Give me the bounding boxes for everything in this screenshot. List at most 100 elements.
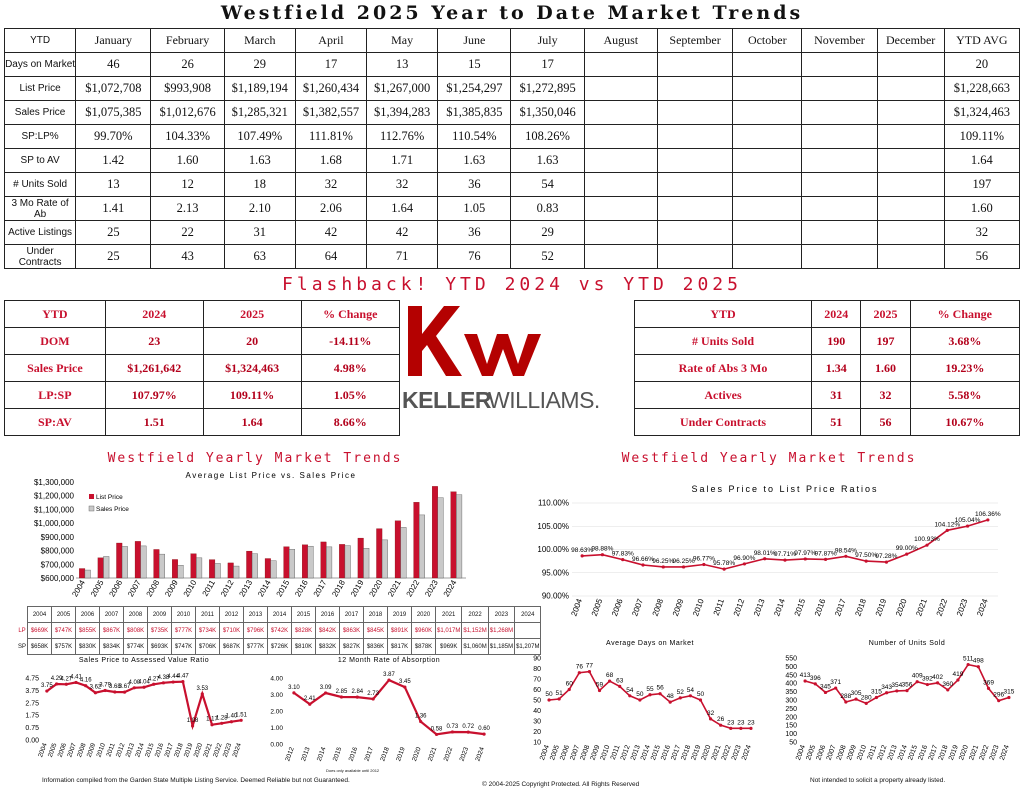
x-tick-label: 2019 (690, 744, 702, 761)
year-table-cell: $742K (267, 622, 293, 639)
x-tick-label: 2024 (999, 744, 1011, 761)
data-point (600, 553, 605, 557)
yearly-price-table: 2004 2005 2006 2007 2008 2009 2010 2011 2012 2013… (17, 606, 542, 655)
data-point (387, 678, 391, 682)
page-title: Westfield 2025 Year to Date Market Trend… (220, 2, 804, 24)
table-row: List Price $1,072,708 $993,908 $1,189,194 $1… (3, 76, 1021, 101)
table-cell: 25 (75, 244, 152, 269)
data-point (658, 692, 662, 696)
bar-list-price (190, 553, 197, 579)
table-cell (732, 52, 803, 77)
x-tick-label: 2007 (630, 597, 645, 617)
flash-cell: 5.58% (909, 381, 1021, 409)
x-tick-label: 2016 (917, 744, 929, 761)
data-label: 99.00% (896, 545, 918, 552)
bar-list-price (320, 541, 327, 579)
data-point (64, 682, 68, 686)
header-february: February (150, 28, 225, 53)
y-tick-label: 4.75 (25, 676, 39, 683)
x-tick-label: 2006 (815, 744, 827, 761)
data-label: 4.41 (70, 674, 82, 680)
x-tick-label: 2015 (144, 742, 156, 758)
table-cell: $1,189,194 (223, 76, 296, 101)
table-cell: 43 (150, 244, 225, 269)
data-point (864, 701, 868, 705)
data-label: 50 (697, 691, 705, 698)
year-table-cell: $1,017M (435, 622, 463, 639)
flash-cell: 8.66% (300, 408, 401, 436)
data-label: 1.08 (187, 718, 199, 724)
table-cell (876, 124, 945, 149)
data-label: 396 (810, 675, 821, 682)
bar-sales-price (381, 539, 388, 579)
x-tick-label: 2009 (589, 744, 601, 761)
data-point (688, 694, 692, 698)
table-cell (801, 52, 878, 77)
data-label: 98.01% (754, 550, 776, 557)
data-point (339, 695, 344, 699)
flashback-left-table: YTD 2024 2025% Change DOM 23 20 -14.11% Sales P… (4, 300, 401, 436)
flash-cell: 23 (104, 327, 204, 355)
x-tick-label: 2022 (721, 744, 733, 761)
data-label: 54 (687, 687, 695, 694)
data-label: 3.62 (90, 685, 102, 691)
data-point (547, 698, 551, 702)
table-cell (876, 52, 945, 77)
x-tick-label: 2021 (914, 597, 929, 617)
x-tick-label: 2021 (711, 744, 723, 761)
table-cell: 20 (943, 52, 1021, 77)
year-table-cell: 2012 (219, 606, 245, 623)
bar-sales-price (437, 497, 444, 579)
table-cell: 1.60 (150, 148, 225, 173)
x-tick-label: 2007 (66, 742, 78, 758)
x-tick-label: 2004 (795, 744, 807, 761)
x-tick-label: 2020 (958, 744, 970, 761)
x-tick-label: 2024 (231, 742, 243, 758)
data-label: 315 (871, 688, 882, 695)
table-cell: 110.54% (437, 124, 512, 149)
x-tick-label: 2007 (126, 578, 143, 598)
data-point (823, 690, 828, 695)
data-label: 50 (545, 691, 553, 698)
data-point (763, 557, 767, 561)
table-cell: $1,254,297 (437, 76, 512, 101)
x-tick-label: 2009 (86, 742, 98, 758)
y-tick-label: 60 (533, 687, 541, 694)
table-cell: $1,324,463 (943, 100, 1021, 125)
flash-cell: 1.51 (104, 408, 204, 436)
year-table-cell: SP (18, 643, 27, 650)
table-cell: 13 (366, 52, 439, 77)
x-tick-label: 2020 (411, 746, 423, 762)
table-header-row: YTD January February March April May June July A… (3, 28, 1021, 53)
data-point (722, 567, 726, 571)
data-label: 3.87 (383, 672, 395, 678)
table-cell (732, 124, 803, 149)
data-point (239, 718, 243, 722)
flash-cell: 190 (811, 327, 862, 355)
x-tick-label: 2018 (938, 744, 950, 761)
table-cell: $1,267,000 (366, 76, 439, 101)
bar-list-price (134, 541, 141, 579)
data-point (925, 543, 929, 547)
flash-cell: 51 (811, 408, 862, 436)
table-cell: 197 (943, 172, 1021, 197)
header-ytd: YTD (3, 28, 77, 53)
x-tick-label: 2021 (427, 746, 439, 762)
bar-sales-price (419, 514, 425, 579)
bar-sales-price (326, 546, 333, 579)
table-cell (732, 76, 803, 101)
x-tick-label: 2012 (219, 578, 236, 598)
x-tick-label: 2007 (826, 744, 838, 761)
row-label: Under Contracts (3, 244, 77, 269)
data-point (308, 702, 312, 706)
x-tick-label: 2022 (935, 597, 950, 617)
data-point (324, 691, 328, 695)
x-tick-label: 2020 (701, 744, 713, 761)
x-tick-label: 2018 (680, 744, 692, 761)
right-section-title: Westfield Yearly Market Trends (621, 451, 917, 466)
data-label: 96.25% (652, 558, 674, 565)
data-label: 97.71% (774, 551, 796, 558)
data-label: 498 (973, 658, 984, 665)
table-cell (876, 76, 945, 101)
flash-row-label: Sales Price (4, 354, 106, 382)
